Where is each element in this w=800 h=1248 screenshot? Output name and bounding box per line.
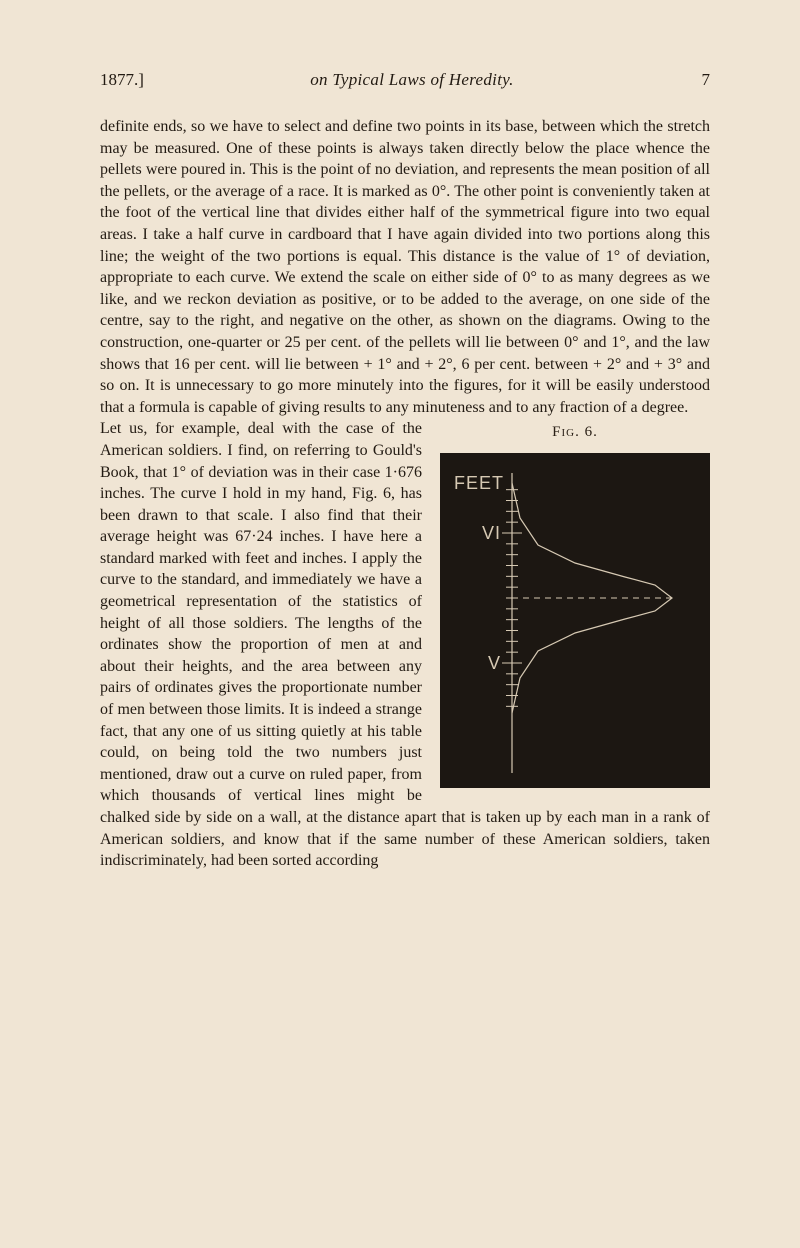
ytick-vi: VI: [482, 523, 501, 543]
figure-6: Fig. 6. FEET VI V: [440, 422, 710, 787]
header-title: on Typical Laws of Heredity.: [310, 70, 513, 90]
running-head: 1877.] on Typical Laws of Heredity. 7: [100, 70, 710, 90]
figure-svg: FEET VI V: [440, 453, 710, 788]
body-text: definite ends, so we have to select and …: [100, 116, 710, 872]
figure-caption: Fig. 6.: [440, 422, 710, 442]
paragraph-1: definite ends, so we have to select and …: [100, 116, 710, 418]
page: 1877.] on Typical Laws of Heredity. 7 de…: [0, 0, 800, 1248]
ytick-v: V: [488, 653, 501, 673]
header-pageno: 7: [680, 70, 710, 90]
axis-label-feet: FEET: [454, 473, 504, 493]
header-year: 1877.]: [100, 70, 144, 90]
